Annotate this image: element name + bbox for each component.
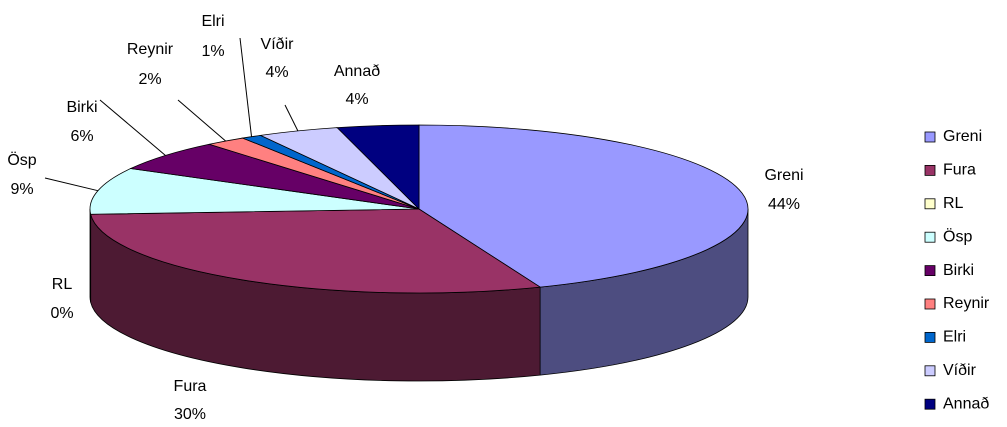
pie-slice (418, 124, 749, 288)
data-label-name: Elri (201, 13, 224, 30)
leader-line (44, 177, 99, 192)
data-label-name: Greni (764, 167, 803, 184)
legend-label: Birki (943, 262, 974, 279)
legend-label: RL (943, 195, 964, 212)
pie-slice (129, 143, 420, 210)
pie-tops (89, 124, 749, 294)
data-label-value: 4% (345, 91, 368, 108)
legend-swatch (924, 131, 936, 143)
legend-label: Elri (943, 329, 966, 346)
legend-label: Víðir (943, 362, 977, 379)
data-label-name: Víðir (261, 36, 295, 53)
data-label-name: Fura (174, 378, 207, 395)
legend-label: Ösp (943, 227, 972, 245)
legend-swatch (924, 265, 936, 277)
data-label-value: 44% (768, 196, 800, 213)
data-label-name: Reynir (127, 41, 174, 58)
data-label-name: Ösp (7, 151, 36, 169)
leader-line (99, 99, 166, 156)
legend-swatch (924, 331, 936, 343)
legend-label: Reynir (943, 295, 990, 312)
data-label-value: 9% (10, 181, 33, 198)
data-label-value: 4% (265, 64, 288, 81)
legend-label: Fura (943, 162, 976, 179)
legend-swatch (924, 198, 936, 210)
data-label-name: RL (52, 276, 73, 293)
data-label-value: 30% (174, 406, 206, 423)
pie-slice (90, 208, 542, 294)
pie-slice (336, 124, 420, 210)
data-label-value: 2% (138, 71, 161, 88)
legend-swatch (924, 231, 936, 243)
data-label-value: 0% (50, 305, 73, 322)
legend-swatch (924, 398, 936, 410)
legend-swatch (924, 164, 936, 176)
data-label-value: 1% (201, 43, 224, 60)
pie-slice-side (89, 208, 92, 303)
legend-label: Greni (943, 128, 982, 145)
leader-line (177, 99, 226, 142)
data-label-name: Annað (334, 63, 380, 80)
pie-slice (89, 168, 420, 215)
leader-line (284, 104, 299, 132)
legend-swatch (924, 365, 936, 377)
data-label-value: 6% (70, 128, 93, 145)
data-label-name: Birki (66, 99, 97, 116)
legend-label: Annað (943, 395, 989, 412)
legend-swatch (924, 298, 936, 310)
leader-line (239, 37, 253, 137)
